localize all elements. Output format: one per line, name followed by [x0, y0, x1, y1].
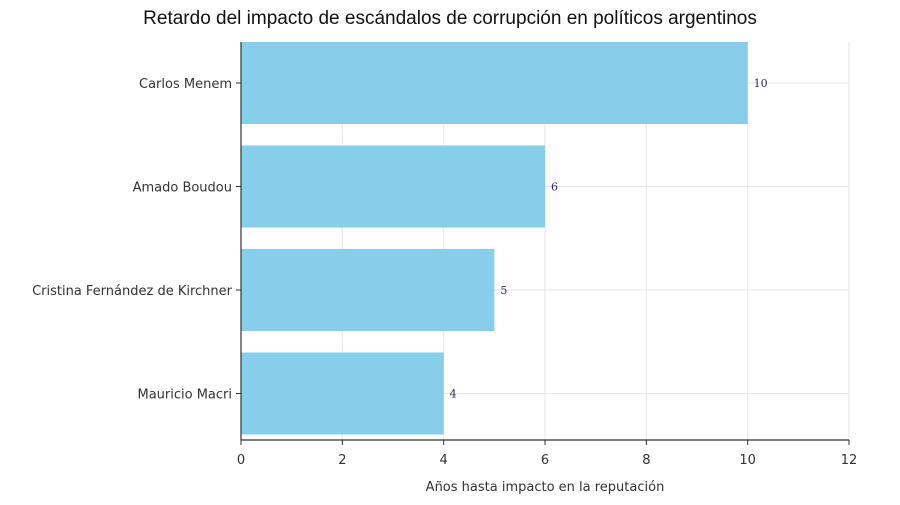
bar	[241, 249, 495, 331]
x-tick-label: 12	[841, 453, 858, 468]
bar	[241, 352, 444, 435]
data-label: 5	[500, 284, 507, 297]
x-tick-label: 8	[642, 453, 650, 468]
y-tick-label: Carlos Menem	[139, 77, 232, 92]
y-tick-label: Cristina Fernández de Kirchner	[32, 284, 233, 299]
x-tick-label: 6	[541, 453, 549, 468]
x-tick-label: 4	[440, 453, 448, 468]
bar	[241, 145, 545, 228]
data-label: 6	[551, 181, 558, 194]
data-label: 4	[450, 388, 457, 401]
x-axis-label: Años hasta impacto en la reputación	[426, 480, 665, 495]
y-tick-label: Amado Boudou	[133, 181, 232, 196]
data-label: 10	[754, 77, 768, 90]
x-tick-label: 0	[237, 453, 245, 468]
y-tick-label: Mauricio Macri	[137, 388, 232, 403]
chart-title: Retardo del impacto de escándalos de cor…	[143, 8, 757, 29]
bar	[241, 42, 748, 124]
x-tick-label: 10	[739, 453, 756, 468]
x-tick-label: 2	[338, 453, 346, 468]
